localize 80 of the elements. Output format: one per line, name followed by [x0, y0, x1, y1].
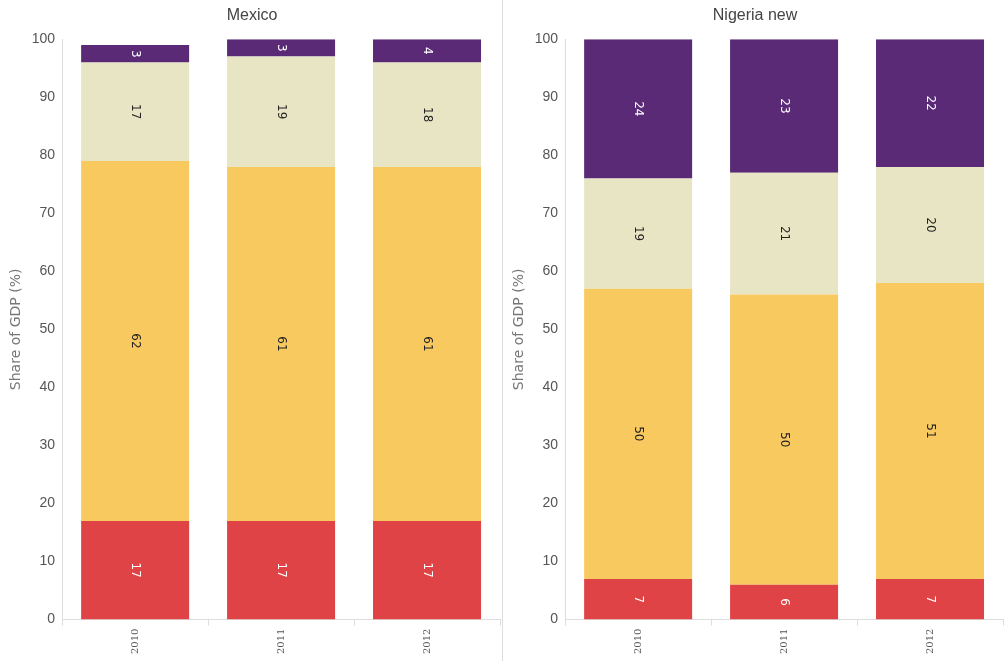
bar: [584, 288, 693, 579]
y-tick-label: 70: [542, 204, 559, 221]
data-label: 17: [129, 562, 144, 578]
data-label: 18: [420, 107, 435, 123]
data-label: 24: [632, 101, 647, 117]
data-label: 50: [777, 432, 792, 448]
bar: [81, 520, 190, 620]
bar: [876, 578, 985, 620]
bar: [730, 584, 839, 620]
data-label: 7: [923, 595, 938, 604]
y-tick-label: 30: [542, 436, 559, 453]
x-tick-label: 2012: [420, 628, 432, 654]
bar: [227, 39, 336, 57]
bar: [81, 62, 190, 162]
y-tick-label: 0: [47, 610, 56, 627]
x-tick-label: 2010: [128, 628, 140, 654]
bar: [373, 39, 482, 63]
y-tick-label: 40: [542, 378, 559, 395]
bar: [227, 166, 336, 521]
bar: [373, 520, 482, 620]
y-tick-label: 50: [39, 320, 56, 337]
data-label: 61: [274, 336, 289, 352]
data-label: 3: [129, 49, 144, 58]
x-tick-label: 2011: [777, 628, 789, 654]
data-label: 17: [420, 562, 435, 578]
data-label: 19: [632, 225, 647, 242]
data-label: 23: [777, 98, 792, 114]
y-tick-label: 20: [39, 494, 56, 511]
bar: [81, 45, 190, 63]
y-tick-label: 70: [39, 204, 56, 221]
y-tick-label: 60: [542, 262, 559, 279]
data-label: 7: [632, 595, 647, 604]
y-tick-label: 10: [542, 552, 559, 569]
y-tick-label: 10: [39, 552, 56, 569]
y-tick-label: 80: [39, 146, 56, 163]
data-label: 21: [777, 225, 792, 242]
y-axis-title: Share of GDP (%): [7, 268, 24, 391]
y-tick-label: 80: [542, 146, 559, 163]
y-tick-label: 60: [39, 262, 56, 279]
bar: [81, 161, 190, 521]
bar: [584, 178, 693, 289]
y-tick-label: 30: [39, 436, 56, 453]
data-label: 62: [129, 333, 144, 349]
bar: [373, 166, 482, 521]
y-axis-title: Share of GDP (%): [510, 268, 527, 391]
bar: [876, 39, 985, 167]
x-tick-label: 2012: [923, 628, 935, 654]
chart-title: Nigeria new: [712, 6, 798, 24]
bar: [876, 166, 985, 283]
data-label: 22: [923, 95, 938, 111]
data-label: 19: [274, 104, 289, 120]
y-tick-label: 20: [542, 494, 559, 511]
data-label: 17: [129, 104, 144, 120]
bar: [584, 578, 693, 620]
data-label: 51: [923, 423, 938, 439]
data-label: 4: [420, 46, 435, 55]
data-label: 20: [923, 217, 938, 233]
y-tick-label: 90: [542, 88, 559, 105]
x-tick-label: 2010: [631, 628, 643, 654]
data-label: 61: [420, 336, 435, 352]
data-label: 6: [777, 598, 792, 606]
bar: [730, 294, 839, 585]
bar: [584, 39, 693, 179]
y-tick-label: 100: [31, 30, 56, 47]
y-tick-label: 0: [550, 610, 559, 627]
bar: [876, 282, 985, 579]
data-label: 17: [274, 562, 289, 578]
chart-title: Mexico: [226, 6, 278, 24]
y-tick-label: 100: [534, 30, 559, 47]
data-label: 50: [632, 426, 647, 442]
y-tick-label: 50: [542, 320, 559, 337]
y-tick-label: 90: [39, 88, 56, 105]
bar: [227, 56, 336, 167]
bar: [227, 520, 336, 620]
y-tick-label: 40: [39, 378, 56, 395]
data-label: 3: [274, 44, 289, 52]
bar: [373, 62, 482, 167]
x-tick-label: 2011: [274, 628, 286, 654]
bar: [730, 39, 839, 173]
bar: [730, 172, 839, 295]
